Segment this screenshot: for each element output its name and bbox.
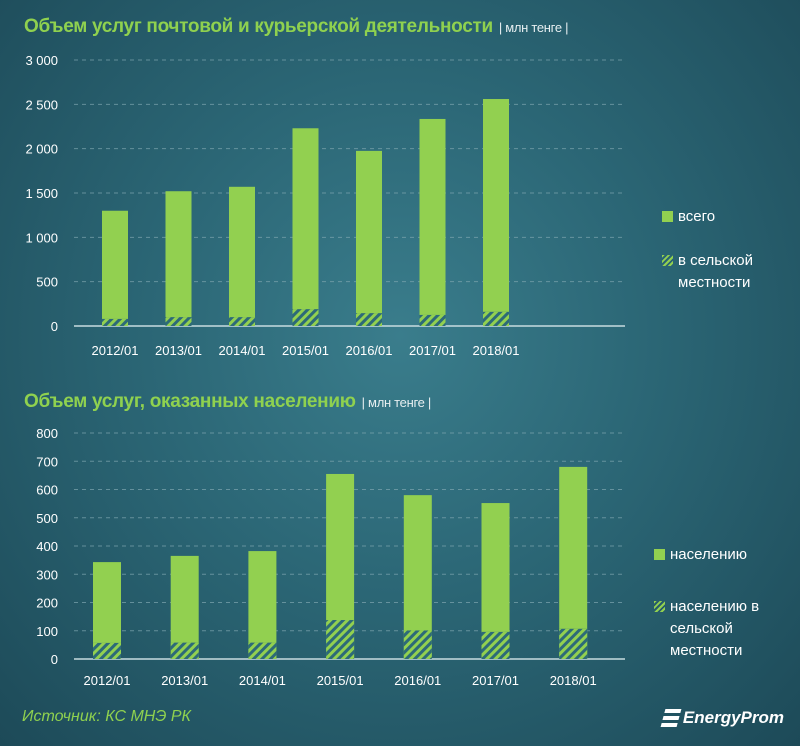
bar-rural-hatched [165,317,192,326]
logo-icon [660,709,682,727]
bar-населению [559,466,588,659]
y-tick-label: 100 [36,624,58,639]
source-note: Источник: КС МНЭ РК [22,708,191,725]
bar-rural-hatched [481,631,510,659]
bar-всего [102,210,128,326]
bar-всего [356,150,382,326]
legend-swatch-solid [662,211,673,222]
chart2-plot: 0 100 200 300 400 500 600 700 800 2012/01 2013/01 2… [36,426,625,688]
x-tick-label: 2012/01 [84,673,131,688]
x-tick-label: 2015/01 [317,673,364,688]
bar-всего [483,99,509,326]
chart2-title: Объем услуг, оказанных населению | млн те… [24,391,431,413]
x-tick-label: 2018/01 [550,673,597,688]
logo-text: EnergyProm [682,708,784,727]
x-tick-label: 2015/01 [282,343,329,358]
legend-item-population-rural: населению в сельской местности [654,596,779,662]
legend-label: всего [678,208,716,225]
x-tick-label: 2014/01 [239,673,286,688]
chart1-title-text: Объем услуг почтовой и курьерской деятел… [24,16,493,37]
bar-rural-hatched [102,318,128,326]
bar-населению [248,551,277,659]
legend-label: в сельской местности [678,252,753,291]
x-tick-label: 2012/01 [92,343,139,358]
bar-всего [419,118,446,326]
y-tick-label: 300 [36,567,58,582]
y-tick-label: 3 000 [25,53,58,68]
bar-rural-hatched [248,642,277,659]
y-tick-label: 0 [51,319,58,334]
chart1-legend: всего в сельской местности [662,206,772,294]
x-tick-label: 2013/01 [161,673,208,688]
bar-rural-hatched [419,314,446,326]
x-tick-label: 2013/01 [155,343,202,358]
y-tick-label: 500 [36,511,58,526]
y-tick-label: 2 000 [25,142,58,157]
legend-label: населению [670,546,747,563]
legend-swatch-hatched [654,601,665,612]
x-tick-label: 2016/01 [394,673,441,688]
energyprom-logo: EnergyProm [660,708,784,728]
bar-rural-hatched [229,317,255,326]
y-tick-label: 400 [36,539,58,554]
y-tick-label: 500 [36,275,58,290]
bar-rural-hatched [170,642,199,659]
x-tick-label: 2017/01 [409,343,456,358]
y-tick-label: 700 [36,454,58,469]
y-tick-label: 2 500 [25,97,58,112]
bar-rural-hatched [483,311,509,326]
y-tick-label: 0 [51,652,58,667]
bar-rural-hatched [356,313,382,326]
bar-rural-hatched [559,628,588,659]
chart2-unit: | млн тенге | [361,395,432,410]
x-tick-label: 2014/01 [219,343,266,358]
legend-swatch-hatched [662,255,673,266]
legend-swatch-solid [654,549,665,560]
chart2-legend: населению населению в сельской местности [654,544,779,662]
bar-населению [93,562,121,659]
bar-всего [229,186,255,326]
chart2-title-text: Объем услуг, оказанных населению [24,391,356,412]
y-tick-label: 800 [36,426,58,441]
y-tick-label: 200 [36,596,58,611]
legend-item-rural: в сельской местности [662,250,772,294]
bar-rural-hatched [292,309,319,326]
bar-населению [170,555,199,659]
bar-rural-hatched [403,630,432,659]
bar-всего [165,191,192,326]
bar-rural-hatched [326,620,355,659]
legend-item-population: населению [654,544,779,566]
bar-всего [292,128,319,326]
chart1-plot: 0 500 1 000 1 500 2 000 2 500 3 000 2012/01 2013… [25,53,625,358]
chart1-title: Объем услуг почтовой и курьерской деятел… [24,16,568,38]
y-tick-label: 1 500 [25,186,58,201]
y-tick-label: 600 [36,483,58,498]
y-tick-label: 1 000 [25,230,58,245]
x-tick-label: 2017/01 [472,673,519,688]
x-tick-label: 2016/01 [346,343,393,358]
legend-item-total: всего [662,206,772,228]
x-tick-label: 2018/01 [473,343,520,358]
chart1-unit: | млн тенге | [498,20,569,35]
legend-label: населению в сельской местности [670,598,760,659]
bar-rural-hatched [93,642,121,659]
